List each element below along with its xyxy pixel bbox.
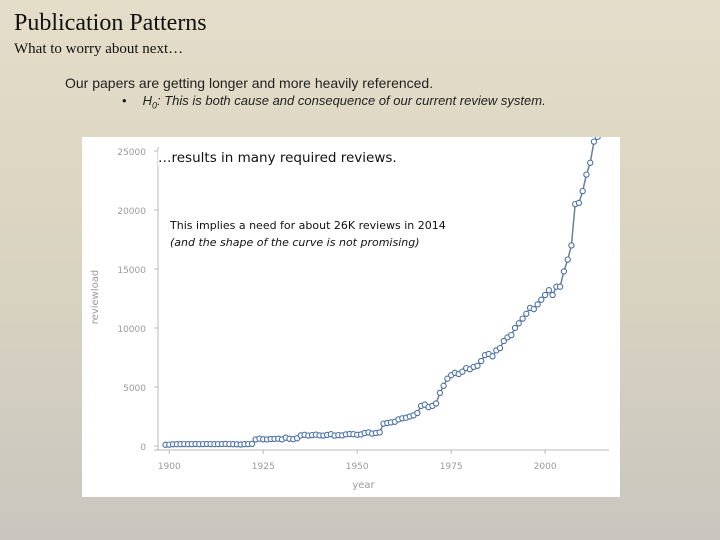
data-point bbox=[496, 344, 504, 352]
data-point bbox=[538, 296, 545, 303]
data-point bbox=[530, 305, 537, 313]
data-point bbox=[583, 171, 590, 178]
data-point bbox=[534, 301, 541, 308]
data-point bbox=[560, 268, 568, 275]
bullet-dot: • bbox=[122, 93, 127, 108]
hypothesis-symbol: H bbox=[142, 93, 152, 108]
chart-panel: 0 5000 10000 15000 20000 25000 1900 1925 1950 197… bbox=[82, 137, 620, 497]
callout-heading: …results in many required reviews. bbox=[158, 150, 397, 166]
data-point bbox=[545, 287, 553, 294]
y-tick-label: 5000 bbox=[123, 384, 146, 394]
data-point bbox=[590, 138, 598, 145]
x-tick-label: 1925 bbox=[252, 462, 275, 472]
x-tick-label: 2000 bbox=[534, 462, 557, 472]
data-point bbox=[564, 256, 571, 263]
y-axis-label: reviewload bbox=[90, 270, 101, 324]
main-bullet: Our papers are getting longer and more h… bbox=[65, 75, 434, 91]
data-point bbox=[556, 283, 564, 290]
data-point bbox=[459, 368, 466, 375]
callout-note: This implies a need for about 26K review… bbox=[170, 217, 446, 251]
slide-subtitle: What to worry about next… bbox=[14, 41, 184, 57]
data-point bbox=[549, 291, 556, 299]
data-point bbox=[444, 375, 451, 382]
data-point bbox=[568, 242, 575, 249]
x-tick-label: 1900 bbox=[158, 462, 181, 472]
data-point bbox=[523, 310, 530, 317]
y-tick-label: 0 bbox=[140, 443, 146, 453]
y-tick-label: 25000 bbox=[117, 148, 146, 158]
data-point bbox=[587, 159, 594, 166]
callout-line-2: (and the shape of the curve is not promi… bbox=[170, 236, 420, 249]
data-point bbox=[376, 429, 383, 436]
y-tick-label: 10000 bbox=[117, 325, 146, 335]
data-point bbox=[436, 389, 444, 397]
sub-bullet: • H0: This is both cause and consequence … bbox=[122, 93, 546, 111]
y-tick-label: 15000 bbox=[117, 266, 146, 276]
callout-line-1: This implies a need for about 26K review… bbox=[170, 219, 446, 232]
hypothesis-subscript: 0 bbox=[151, 100, 157, 111]
data-point bbox=[432, 400, 440, 407]
x-tick-label: 1975 bbox=[440, 462, 463, 472]
slide-title: Publication Patterns bbox=[14, 10, 207, 36]
data-point bbox=[474, 362, 481, 369]
data-point bbox=[440, 382, 447, 389]
reviewload-chart: 0 5000 10000 15000 20000 25000 1900 1925 1950 197… bbox=[90, 137, 609, 491]
data-point bbox=[594, 137, 601, 140]
data-point bbox=[511, 324, 519, 332]
data-point bbox=[579, 187, 586, 195]
data-point bbox=[519, 315, 526, 322]
x-tick-label: 1950 bbox=[346, 462, 369, 472]
data-point bbox=[489, 353, 496, 360]
data-point bbox=[248, 440, 256, 448]
y-tick-label: 20000 bbox=[117, 207, 146, 217]
data-point bbox=[500, 337, 507, 345]
data-point bbox=[575, 199, 583, 207]
data-point bbox=[541, 291, 549, 299]
sub-bullet-text: : This is both cause and consequence of … bbox=[156, 93, 546, 108]
data-point bbox=[478, 357, 485, 365]
data-point bbox=[515, 320, 522, 327]
data-point bbox=[414, 409, 421, 417]
series-line bbox=[165, 137, 599, 446]
x-axis-label: year bbox=[352, 480, 375, 491]
data-point bbox=[508, 331, 515, 339]
